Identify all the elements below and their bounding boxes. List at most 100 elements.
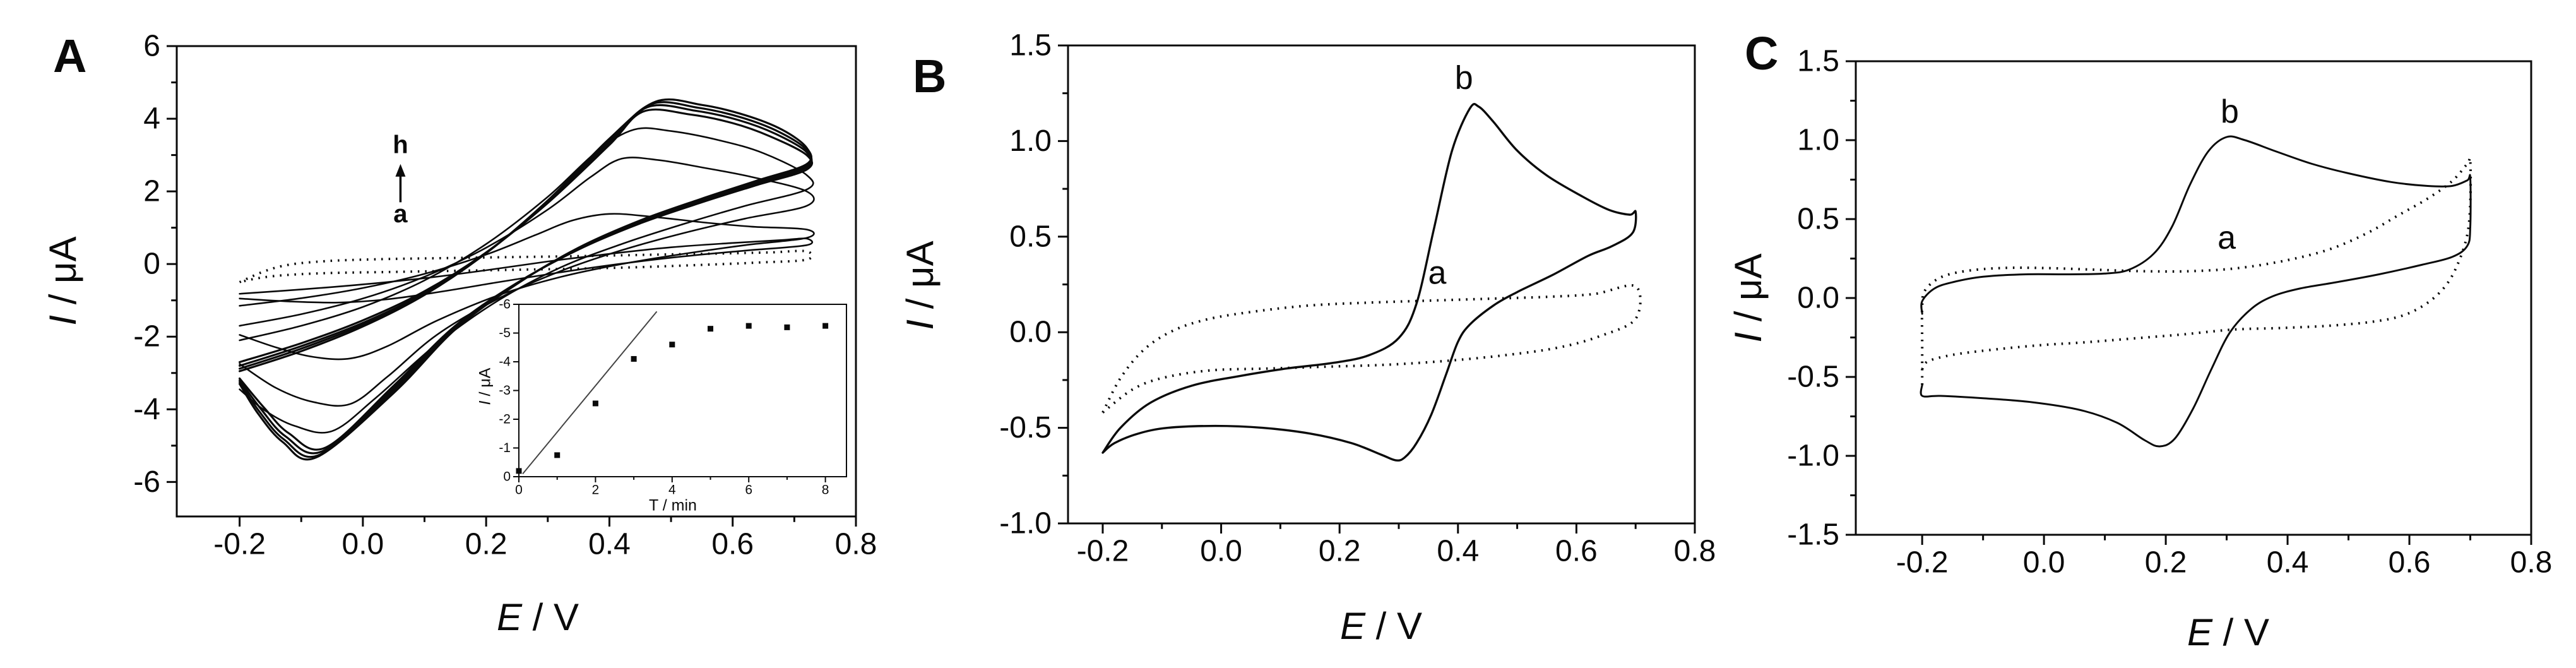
x-tick-label-A-inset: 0	[515, 482, 523, 497]
y-tick-label-A: 4	[143, 102, 160, 136]
y-tick-label-A-inset: -2	[499, 412, 511, 427]
x-tick-label-C: 0.0	[2023, 546, 2065, 580]
x-tick-label-B: 0.4	[1437, 535, 1479, 568]
x-axis-symbol: E	[496, 596, 522, 638]
y-tick-label-C: -1.0	[1787, 439, 1839, 473]
plot-frame-C	[1855, 60, 2532, 536]
x-tick-label-A: 0.0	[342, 528, 384, 561]
y-axis-unit: / μA	[42, 236, 84, 315]
y-axis-unit: / μA	[476, 367, 494, 401]
inset-y-axis-title: I / μA	[476, 367, 494, 405]
y-tick-label-A-inset: 0	[503, 470, 511, 484]
series-A-scan-b	[239, 213, 815, 361]
y-tick-label-B: -0.5	[999, 411, 1052, 444]
inset-fit-line	[522, 311, 658, 475]
inset-data-point	[708, 326, 714, 332]
x-tick-label-A: -0.2	[213, 528, 266, 561]
inset-data-point	[669, 342, 675, 348]
x-tick-label-A-inset: 2	[592, 482, 600, 497]
curve-label-C-a: a	[2217, 220, 2236, 256]
x-tick-label-C: 0.8	[2510, 546, 2553, 580]
x-tick-label-A: 0.2	[465, 528, 507, 561]
y-tick-label-A-inset: -3	[499, 383, 511, 398]
plot-frame-A	[175, 45, 857, 518]
y-axis-symbol: I	[899, 319, 941, 330]
y-tick-label-A: 6	[143, 30, 160, 63]
y-tick-label-A-inset: -6	[499, 297, 511, 312]
x-axis-unit: / V	[1365, 605, 1423, 647]
x-axis-unit: / V	[522, 596, 579, 638]
y-tick-label-A: 0	[143, 248, 160, 281]
y-tick-label-A-inset: -1	[499, 441, 511, 455]
panel-c-y-axis-title: I / μA	[1727, 253, 1769, 343]
series-C-curve-b-solid	[1920, 135, 2472, 448]
series-A-scan-h	[239, 98, 812, 461]
y-tick-label-C: -0.5	[1787, 361, 1839, 394]
panel-a-x-axis-title: E / V	[497, 599, 579, 636]
x-tick-label-A-inset: 8	[822, 482, 829, 497]
x-tick-label-C: 0.4	[2267, 546, 2309, 580]
x-axis-symbol: E	[2187, 611, 2212, 653]
inset-data-point	[592, 400, 598, 407]
curve-label-A-h: h	[393, 131, 408, 158]
x-tick-label-C: 0.6	[2389, 546, 2431, 580]
curve-label-A-a: a	[393, 200, 408, 228]
y-tick-label-C: -1.5	[1787, 518, 1839, 552]
plot-frame-A-inset	[518, 304, 847, 477]
series-B-curve-b-solid	[1101, 103, 1637, 462]
y-tick-label-B: 0.5	[1009, 220, 1052, 253]
panel-b-x-axis-title: E / V	[1340, 607, 1422, 645]
x-tick-label-B: 0.2	[1319, 535, 1361, 568]
y-tick-label-A: 2	[143, 175, 160, 208]
y-axis-symbol: I	[1727, 331, 1769, 343]
y-tick-label-B: -1.0	[999, 507, 1052, 540]
x-tick-label-A: 0.4	[588, 528, 631, 561]
panel-b-y-axis-title: I / μA	[899, 241, 941, 330]
arrowhead-icon	[395, 164, 406, 177]
x-tick-label-B: 0.6	[1555, 535, 1598, 568]
x-tick-label-B: -0.2	[1077, 535, 1129, 568]
x-axis-symbol: E	[1339, 605, 1365, 647]
y-tick-label-A-inset: -4	[499, 355, 511, 369]
y-axis-symbol: I	[476, 400, 494, 405]
x-tick-label-A-inset: 4	[668, 482, 676, 497]
y-tick-label-B: 0.0	[1009, 316, 1052, 349]
y-tick-label-A: -2	[133, 320, 160, 354]
series-C-curve-a-dotted	[1920, 157, 2472, 385]
y-tick-label-B: 1.0	[1009, 124, 1052, 158]
series-A-scan-e	[239, 108, 814, 451]
inset-data-point	[554, 452, 561, 458]
x-tick-label-A-inset: 6	[745, 482, 752, 497]
inset-data-point	[745, 323, 752, 329]
inset-data-point	[631, 355, 637, 362]
x-tick-label-C: 0.2	[2145, 546, 2187, 580]
inset-data-point	[784, 324, 790, 330]
y-tick-label-C: 0.5	[1797, 203, 1839, 236]
curve-label-C-b: b	[2221, 93, 2239, 130]
inset-x-axis-title: T / min	[649, 496, 697, 515]
panel-a-y-axis-title: I / μA	[42, 236, 84, 326]
panel-c-x-axis-title: E / V	[2187, 614, 2269, 652]
inset-data-point	[822, 323, 829, 329]
x-tick-label-B: 0.8	[1674, 535, 1716, 568]
curve-label-B-b: b	[1455, 59, 1473, 96]
curve-label-B-a: a	[1428, 254, 1446, 291]
panel-a-letter: A	[53, 30, 87, 82]
panel-b-letter: B	[913, 50, 947, 102]
y-axis-symbol: I	[42, 314, 84, 326]
plot-frame-B	[1067, 44, 1696, 525]
y-tick-label-C: 1.5	[1797, 45, 1839, 78]
y-tick-label-C: 1.0	[1797, 124, 1839, 157]
series-B-curve-a-dotted	[1101, 284, 1642, 414]
x-tick-label-A: 0.6	[711, 528, 754, 561]
y-tick-label-A: -6	[133, 465, 160, 499]
panel-c-letter: C	[1745, 27, 1779, 80]
y-tick-label-A-inset: -5	[499, 326, 511, 340]
series-A-scan-d	[239, 127, 814, 434]
x-tick-label-B: 0.0	[1200, 535, 1242, 568]
y-tick-label-C: 0.0	[1797, 282, 1839, 315]
x-tick-label-A: 0.8	[835, 528, 877, 561]
x-tick-label-C: -0.2	[1896, 546, 1949, 580]
